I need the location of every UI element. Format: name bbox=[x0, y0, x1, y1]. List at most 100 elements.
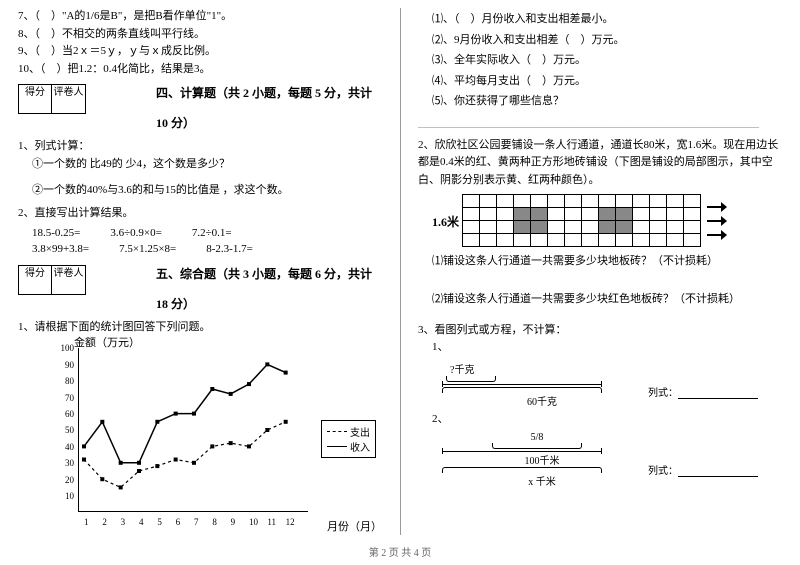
tile-cell bbox=[547, 233, 565, 247]
y-tick-label: 50 bbox=[56, 425, 74, 435]
tile-cell bbox=[683, 233, 701, 247]
grader-label: 评卷人 bbox=[52, 265, 86, 295]
q4-1: 1、列式计算： bbox=[18, 138, 382, 156]
calc-item: 7.5×1.25×8= bbox=[119, 243, 176, 255]
tile-cell bbox=[632, 233, 650, 247]
section-5-title: 五、综合题（共 3 小题，每题 6 分，共计 18 分） bbox=[156, 259, 382, 319]
q3-text: 3、看图列式或方程，不计算： bbox=[418, 322, 782, 340]
tile-cell bbox=[547, 207, 565, 221]
tile-cell bbox=[564, 207, 582, 221]
legend-line-icon bbox=[327, 446, 347, 447]
y-tick-label: 20 bbox=[56, 475, 74, 485]
tile-cell bbox=[649, 207, 667, 221]
tile-cell bbox=[598, 220, 616, 234]
tile-cell bbox=[513, 207, 531, 221]
x-tick-label: 3 bbox=[121, 517, 126, 527]
tile-cell bbox=[496, 207, 514, 221]
sub-question: ⑶、全年实际收入（ ）万元。 bbox=[432, 52, 782, 70]
tile-cell bbox=[649, 194, 667, 208]
tile-cell bbox=[564, 233, 582, 247]
tile-cell bbox=[581, 207, 599, 221]
d1-top-label: ?千克 bbox=[450, 361, 642, 376]
y-tick-label: 90 bbox=[56, 360, 74, 370]
legend-income: 收入 bbox=[350, 439, 370, 454]
chart-lines bbox=[78, 348, 308, 512]
y-tick-label: 100 bbox=[56, 343, 74, 353]
x-tick-label: 6 bbox=[176, 517, 181, 527]
tile-cell bbox=[496, 194, 514, 208]
width-label: 1.6米 bbox=[432, 213, 459, 230]
score-box-5: 得分 评卷人 bbox=[18, 265, 86, 295]
tile-cell bbox=[581, 194, 599, 208]
tile-cell bbox=[530, 233, 548, 247]
sub-question: ⑴、（ ）月份收入和支出相差最小。 bbox=[432, 11, 782, 29]
y-tick-label: 40 bbox=[56, 442, 74, 452]
y-tick-label: 80 bbox=[56, 376, 74, 386]
q2b: ⑵铺设这条人行通道一共需要多少块红色地板砖？（不计损耗） bbox=[432, 291, 782, 309]
left-column: 7、（ ）"A的1/6是B"，是把B看作单位"1"。8、（ ）不相交的两条直线叫… bbox=[0, 0, 400, 540]
tf-item: 10、（ ）把1.2：0.4化简比，结果是3。 bbox=[18, 61, 382, 79]
sub-question: ⑸、你还获得了哪些信息？ bbox=[432, 93, 782, 111]
tile-cell bbox=[666, 220, 684, 234]
tile-cell bbox=[615, 233, 633, 247]
x-tick-label: 8 bbox=[212, 517, 217, 527]
tile-cell bbox=[649, 233, 667, 247]
q2a: ⑴铺设这条人行通道一共需要多少块地板砖？（不计损耗） bbox=[432, 253, 782, 271]
tile-cell bbox=[683, 220, 701, 234]
tile-cell bbox=[479, 194, 497, 208]
d1-num: 1、 bbox=[432, 339, 782, 357]
x-tick-label: 9 bbox=[231, 517, 236, 527]
tile-cell bbox=[598, 194, 616, 208]
tile-cell bbox=[547, 194, 565, 208]
calc-item: 8-2.3-1.7= bbox=[206, 243, 253, 255]
tile-cell bbox=[598, 233, 616, 247]
chart-x-title: 月份（月） bbox=[327, 518, 382, 534]
sub-question: ⑵、9月份收入和支出相差（ ）万元。 bbox=[432, 32, 782, 50]
tf-item: 7、（ ）"A的1/6是B"，是把B看作单位"1"。 bbox=[18, 8, 382, 26]
tile-cell bbox=[649, 220, 667, 234]
tile-cell bbox=[564, 194, 582, 208]
x-tick-label: 7 bbox=[194, 517, 199, 527]
tile-cell bbox=[632, 220, 650, 234]
d2-mid: 100千米 bbox=[442, 452, 642, 467]
x-tick-label: 1 bbox=[84, 517, 89, 527]
d2-frac: 5/8 bbox=[492, 432, 582, 443]
legend-expense: 支出 bbox=[350, 424, 370, 439]
score-box-4: 得分 评卷人 bbox=[18, 84, 86, 114]
calc-item: 18.5-0.25= bbox=[32, 227, 80, 239]
legend-dash-icon bbox=[327, 431, 347, 432]
tile-cell bbox=[479, 207, 497, 221]
tile-cell bbox=[513, 220, 531, 234]
x-tick-label: 4 bbox=[139, 517, 144, 527]
tile-cell bbox=[632, 207, 650, 221]
y-tick-label: 30 bbox=[56, 458, 74, 468]
arrow-icon bbox=[705, 200, 727, 214]
tile-diagram: 1.6米 bbox=[432, 195, 782, 247]
q4-2: 2、直接写出计算结果。 bbox=[18, 205, 382, 223]
tile-cell bbox=[666, 207, 684, 221]
tile-cell bbox=[462, 220, 480, 234]
calc-item: 7.2÷0.1= bbox=[192, 227, 232, 239]
tile-cell bbox=[564, 220, 582, 234]
tile-cell bbox=[581, 233, 599, 247]
tile-cell bbox=[530, 220, 548, 234]
tile-cell bbox=[666, 194, 684, 208]
x-tick-label: 5 bbox=[157, 517, 162, 527]
tile-cell bbox=[530, 194, 548, 208]
calc-row: 3.8×99+3.8=7.5×1.25×8=8-2.3-1.7= bbox=[32, 243, 382, 255]
x-tick-label: 2 bbox=[102, 517, 107, 527]
calc-row: 18.5-0.25= 3.6÷0.9×0= 7.2÷0.1= bbox=[32, 227, 382, 239]
calc-item: 3.6÷0.9×0= bbox=[110, 227, 161, 239]
tile-cell bbox=[462, 233, 480, 247]
score-label: 得分 bbox=[18, 265, 52, 295]
tile-cell bbox=[496, 220, 514, 234]
sub-question: ⑷、平均每月支出（ ）万元。 bbox=[432, 73, 782, 91]
tile-cell bbox=[615, 220, 633, 234]
right-column: ⑴、（ ）月份收入和支出相差最小。 ⑵、9月份收入和支出相差（ ）万元。 ⑶、全年实… bbox=[400, 0, 800, 540]
y-tick-label: 70 bbox=[56, 393, 74, 403]
chart-legend: 支出 收入 bbox=[321, 420, 376, 458]
arrow-icon bbox=[705, 228, 727, 242]
d2-answer: 列式： bbox=[648, 462, 782, 477]
tf-item: 9、（ ）当2ｘ＝5ｙ，ｙ与ｘ成反比例。 bbox=[18, 43, 382, 61]
tile-cell bbox=[666, 233, 684, 247]
